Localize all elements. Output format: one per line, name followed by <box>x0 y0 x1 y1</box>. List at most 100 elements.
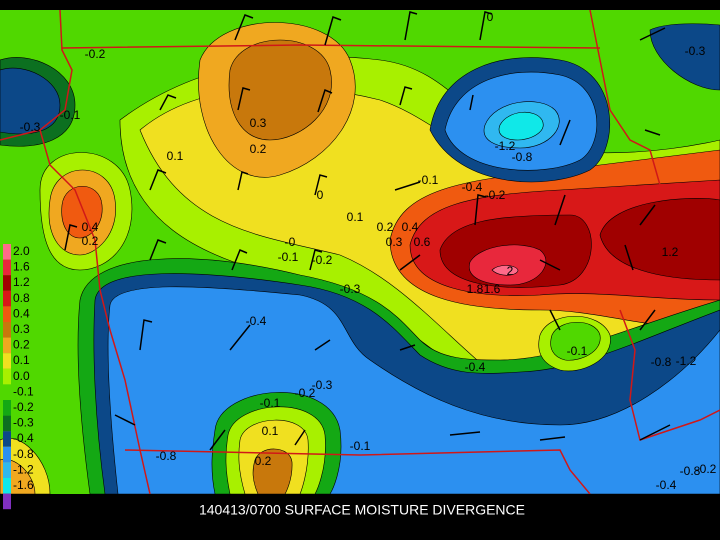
legend-swatch <box>3 446 11 463</box>
contour-label: 0 <box>487 10 494 24</box>
barb <box>114 414 671 451</box>
contour-label: 0.4 <box>402 220 419 234</box>
contour-label: -0.1 <box>60 108 81 122</box>
legend-swatch <box>3 368 11 385</box>
contour-label: 0.3 <box>386 235 403 249</box>
contour-label: -0.1 <box>350 439 371 453</box>
border <box>0 129 41 141</box>
contour-label: 0 <box>317 188 324 202</box>
legend-swatch <box>3 337 11 354</box>
border <box>124 449 591 494</box>
legend-label: 0.2 <box>13 338 30 352</box>
barb <box>139 309 656 351</box>
contour-label: 0.1 <box>347 210 364 224</box>
state-borders <box>0 10 720 494</box>
legend-swatch <box>3 384 11 400</box>
contour-label: 0.2 <box>255 454 272 468</box>
contour-label: -0.4 <box>246 314 267 328</box>
barb <box>149 169 656 226</box>
legend-swatch <box>3 353 11 369</box>
border <box>61 44 601 49</box>
contour-label: 0.2 <box>82 234 99 248</box>
contour-label: -1.2 <box>676 354 697 368</box>
contour-band <box>228 39 332 141</box>
contour-label: -0.4 <box>656 478 677 492</box>
barb <box>64 224 634 271</box>
contour-label: -0.8 <box>156 449 177 463</box>
contour-label: -0.3 <box>20 120 41 134</box>
contour-fields <box>0 10 720 494</box>
legend: 2.01.61.20.80.40.30.20.10.0-0.1-0.2-0.3-… <box>3 244 34 510</box>
contour-label: 0.6 <box>414 235 431 249</box>
legend-label: 0.1 <box>13 353 30 367</box>
contour-label: -1.2 <box>495 139 516 153</box>
contour-label: -0.3 <box>685 44 706 58</box>
legend-swatch <box>3 275 11 291</box>
contour-label: -0.2 <box>85 47 106 61</box>
legend-label: -0.8 <box>13 447 34 461</box>
legend-label: 0.3 <box>13 322 30 336</box>
legend-label: 0.8 <box>13 291 30 305</box>
legend-swatch <box>3 493 11 510</box>
contour-label: 0.1 <box>262 424 279 438</box>
contour-label: -0.1 <box>260 396 281 410</box>
legend-swatch <box>3 431 11 447</box>
legend-label: 0.4 <box>13 306 30 320</box>
legend-swatch <box>3 244 11 260</box>
contour-label: -0.2 <box>485 188 506 202</box>
contour-label: -0.2 <box>696 462 717 476</box>
contour-label: -0.4 <box>465 360 486 374</box>
contour-label: 0.4 <box>82 220 99 234</box>
contour-label: -0.4 <box>462 180 483 194</box>
contour-label: -0.8 <box>512 150 533 164</box>
barb <box>234 11 666 46</box>
caption: 140413/0700 SURFACE MOISTURE DIVERGENCE <box>199 502 525 518</box>
legend-swatch <box>3 322 11 338</box>
contour-band <box>468 244 547 286</box>
legend-swatch <box>3 306 11 322</box>
legend-label: -0.1 <box>13 384 34 398</box>
legend-label: 1.6 <box>13 260 30 274</box>
legend-swatch <box>3 290 11 307</box>
legend-swatch <box>3 259 11 276</box>
legend-label: -0.3 <box>13 416 34 430</box>
contour-label: 2 <box>507 264 514 278</box>
legend-label: -1.6 <box>13 478 34 492</box>
contour-label: -0.2 <box>312 253 333 267</box>
contour-label: 0.3 <box>250 116 267 130</box>
legend-label: -0.2 <box>13 400 34 414</box>
contour-band <box>491 265 519 276</box>
contour-label: 1.2 <box>662 245 679 259</box>
contour-label: 0.2 <box>250 142 267 156</box>
legend-swatch <box>3 415 11 432</box>
contour-label: -0.2 <box>295 386 316 400</box>
contour-label: -0.8 <box>651 355 672 369</box>
contour-label: 1.6 <box>484 282 501 296</box>
legend-label: -0.4 <box>13 431 34 445</box>
legend-swatch <box>3 478 11 494</box>
border <box>589 10 661 186</box>
contour-label: -0.1 <box>278 250 299 264</box>
contour-label: 0.1 <box>167 149 184 163</box>
border <box>619 309 720 441</box>
contour-label: 0.2 <box>377 220 394 234</box>
contour-labels: -0.2-0.3-0.1-0.30.30.20.1-1.2-0.8-0.1 -0.… <box>20 10 717 492</box>
contour-label: -0.1 <box>567 344 588 358</box>
contour-label: -0.1 <box>418 173 439 187</box>
border <box>39 10 151 494</box>
legend-swatch <box>3 462 11 478</box>
contour-band <box>252 448 293 494</box>
contour-band <box>0 67 61 135</box>
contour-band <box>550 322 601 361</box>
contour-label: -0.8 <box>680 464 701 478</box>
legend-swatch <box>3 400 11 416</box>
contour-label: -0.3 <box>340 282 361 296</box>
legend-label: 1.2 <box>13 275 30 289</box>
contour-label: 1.8 <box>467 282 484 296</box>
contour-label: -0.3 <box>312 378 333 392</box>
legend-label: 2.0 <box>13 244 30 258</box>
barb <box>159 86 661 146</box>
contour-band <box>498 112 544 141</box>
legend-label: -1.2 <box>13 462 34 476</box>
